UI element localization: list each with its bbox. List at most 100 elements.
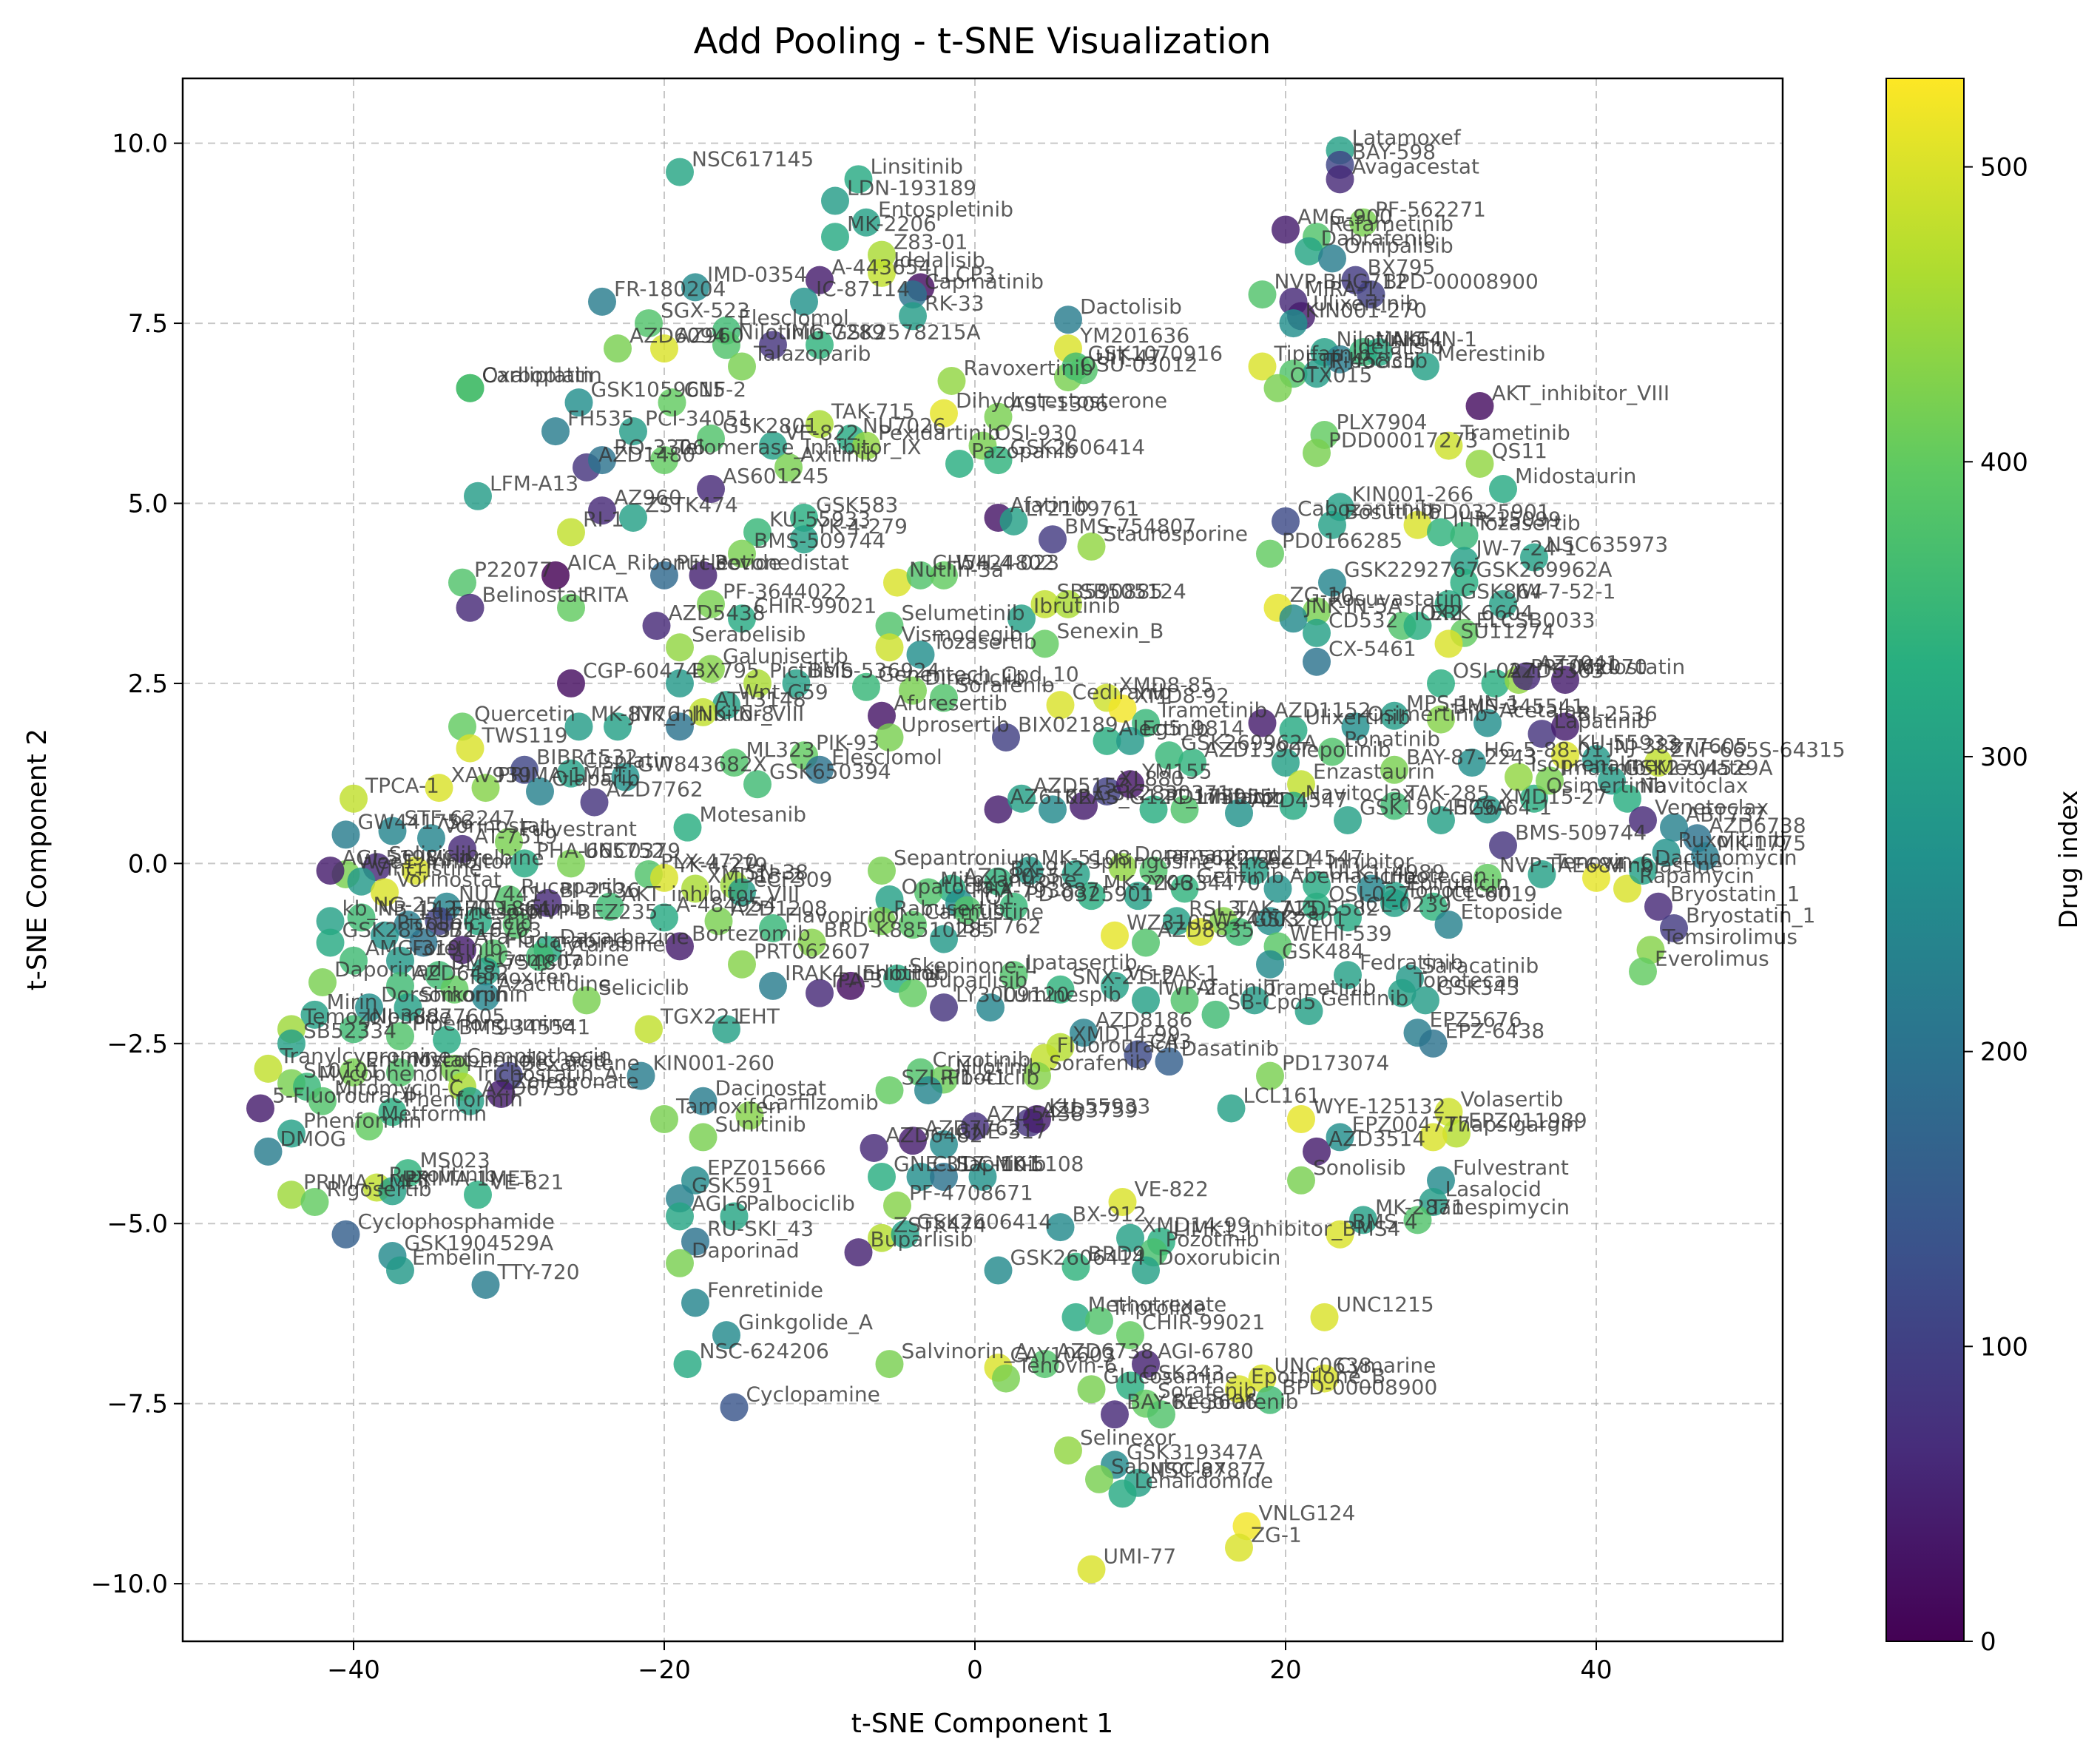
data-point: [650, 561, 678, 590]
point-label: BMS-536924: [808, 658, 940, 683]
data-point: [1124, 882, 1152, 911]
data-point: [300, 1000, 329, 1029]
data-point: [1054, 1436, 1082, 1465]
data-point: [564, 388, 593, 417]
data-point: [510, 849, 538, 878]
data-point: [300, 1188, 329, 1217]
point-label: AZD4547: [1251, 788, 1348, 812]
point-label: Dinaciclib: [925, 666, 1025, 690]
point-label: Ribociclib: [940, 1065, 1039, 1090]
point-label: Embelin: [412, 1246, 496, 1270]
data-point: [868, 1223, 896, 1252]
point-label: NVP-BEZ235: [529, 899, 658, 924]
point-label: FH535: [567, 406, 635, 430]
data-point: [930, 399, 958, 428]
data-point: [860, 1133, 888, 1162]
point-label: Palbociclib: [746, 1191, 855, 1215]
point-label: Navitoclax: [1639, 774, 1748, 798]
data-point: [666, 1249, 694, 1277]
point-label: EPZ011989: [1468, 1109, 1587, 1133]
data-point: [316, 907, 345, 936]
data-point: [1116, 1321, 1144, 1350]
data-point: [1108, 695, 1137, 723]
data-point: [409, 928, 438, 957]
point-label: Ruxolitinib: [389, 1163, 497, 1187]
point-label: GNE-317: [894, 1152, 985, 1176]
point-label: PD173074: [1282, 1051, 1389, 1075]
point-label: Sorafenib: [1158, 1379, 1257, 1403]
data-point: [604, 712, 632, 741]
data-point: [1341, 712, 1370, 741]
data-point: [899, 911, 927, 939]
point-label: Rapamycin: [1639, 863, 1755, 888]
point-label: PF-4708671: [909, 1181, 1033, 1205]
point-label: Luminespib: [1002, 982, 1121, 1007]
point-label: Trametinib: [1460, 421, 1570, 445]
point-label: YM201636: [1079, 323, 1189, 348]
colorbar: [1885, 78, 1965, 1642]
data-point: [1256, 950, 1284, 979]
point-label: JW-7-24-1: [1475, 536, 1577, 560]
data-point: [1652, 838, 1681, 867]
point-label: CX-5461: [1328, 637, 1417, 661]
data-point: [984, 402, 1013, 431]
point-label: UMI-77: [1104, 1544, 1177, 1569]
data-point: [378, 1098, 407, 1127]
data-point: [844, 1238, 873, 1267]
point-label: Mycophenolic_acid: [412, 1047, 607, 1072]
point-label: Staurosporine: [1104, 521, 1248, 546]
point-label: Selinexor: [1080, 1425, 1176, 1450]
point-label: Senexin_B: [1057, 618, 1164, 643]
point-label: NU7026: [862, 413, 946, 438]
data-point: [1489, 475, 1517, 504]
data-point: [1101, 971, 1129, 1000]
point-label: Tozasertib: [932, 629, 1037, 654]
data-point: [1380, 888, 1408, 917]
point-label: Pevonedistat: [715, 550, 849, 575]
point-label: SB52334: [303, 1019, 396, 1043]
data-point: [899, 676, 927, 705]
point-label: Tamoxifen: [466, 965, 572, 989]
point-label: Temsirolimus: [1662, 925, 1797, 949]
point-label: AZD8835: [1158, 917, 1255, 942]
data-point: [1108, 1188, 1137, 1217]
point-label: UNC1215: [1337, 1292, 1434, 1317]
data-point: [1256, 907, 1284, 936]
y-axis-ticks: −10.0 −7.5 −5.0 −2.5 0.0 2.5 5.0 7.5 10.0: [91, 129, 183, 1599]
point-label: Doxorubicin: [1158, 1246, 1280, 1270]
data-point: [1450, 568, 1479, 597]
data-point: [495, 828, 523, 857]
point-label: Cymarine: [1337, 1354, 1436, 1378]
point-label: LIMK1_inhibitor_BMS4: [1173, 1217, 1400, 1241]
data-point: [1403, 510, 1432, 539]
point-label: Erlotinib: [862, 961, 948, 985]
point-label: Imatinib_Mesylate: [1562, 755, 1749, 780]
data-point: [673, 813, 702, 842]
data-point: [1279, 604, 1308, 633]
point-label: Fluorouracil: [1057, 1033, 1178, 1057]
data-point: [759, 331, 787, 359]
data-point: [790, 503, 818, 532]
point-label: Nilotinib: [956, 1054, 1041, 1078]
point-label: CA3: [1150, 1029, 1192, 1053]
data-point: [852, 208, 880, 237]
data-point: [1334, 805, 1362, 834]
data-point: [984, 867, 1013, 896]
data-point: [564, 712, 593, 741]
data-point: [689, 561, 718, 590]
data-point: [759, 431, 787, 460]
data-point: [743, 770, 772, 799]
data-point: [1691, 842, 1719, 871]
data-point: [456, 1087, 485, 1115]
point-label: XMD15-27: [1499, 784, 1607, 808]
point-label: Daporinad: [334, 957, 442, 982]
point-label: Foretinib: [412, 936, 502, 960]
point-label: Ponatinib: [1344, 726, 1440, 751]
point-label: NSC635973: [1546, 533, 1668, 557]
point-label: GSK484: [1282, 939, 1364, 964]
point-label: Thapsigargin: [1445, 1112, 1579, 1136]
point-label: BX795: [692, 658, 760, 683]
point-label: Sorafenib: [956, 672, 1055, 697]
data-point: [712, 1321, 740, 1350]
data-point: [1272, 507, 1300, 536]
